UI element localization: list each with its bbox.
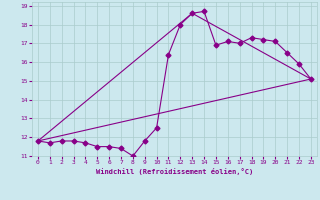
X-axis label: Windchill (Refroidissement éolien,°C): Windchill (Refroidissement éolien,°C) — [96, 168, 253, 175]
